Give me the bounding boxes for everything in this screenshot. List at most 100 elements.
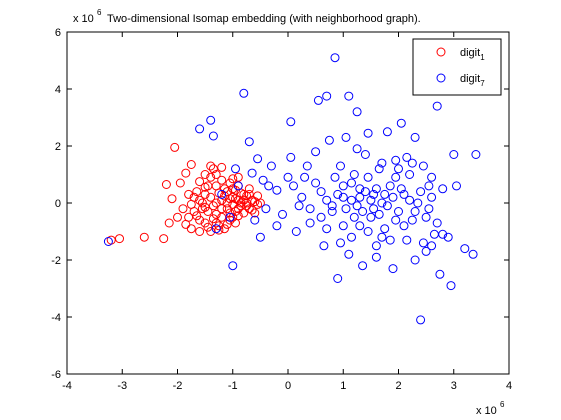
data-point (336, 238, 345, 248)
data-point (258, 175, 268, 185)
y-multiplier-base: x 10 (73, 13, 94, 25)
data-point (327, 207, 337, 216)
data-point (178, 204, 188, 214)
data-point (374, 164, 384, 174)
data-point (186, 199, 196, 209)
data-point (206, 115, 216, 125)
data-point (407, 215, 417, 225)
data-point (195, 195, 205, 205)
data-point (446, 281, 456, 291)
data-point (311, 147, 321, 157)
data-point (186, 224, 196, 234)
data-point (247, 205, 257, 215)
data-point (184, 189, 194, 199)
data-point (228, 184, 238, 194)
data-point (371, 241, 381, 251)
plot-area (103, 53, 481, 325)
data-point (228, 261, 238, 271)
legend: digit1 digit7 (412, 38, 502, 96)
y-multiplier: x 10 6 (73, 8, 102, 25)
data-point (385, 235, 395, 245)
data-point (286, 117, 296, 127)
data-point (231, 164, 240, 174)
data-point (305, 218, 315, 228)
x-tick-label: 1 (340, 380, 346, 392)
data-point (471, 150, 481, 159)
data-point (421, 212, 431, 222)
data-point (443, 232, 453, 242)
data-point (380, 189, 390, 199)
data-point (382, 127, 392, 137)
data-point (181, 219, 191, 229)
data-point (115, 234, 124, 244)
data-point (278, 209, 287, 219)
data-point (208, 201, 218, 211)
data-point (382, 201, 392, 211)
data-point (438, 184, 448, 194)
data-point (200, 189, 210, 199)
data-point (371, 252, 381, 262)
data-point (385, 181, 395, 191)
data-point (211, 198, 221, 208)
data-point (164, 218, 174, 228)
x-tick-label: 4 (506, 380, 512, 392)
data-point (272, 185, 282, 195)
data-point (468, 249, 478, 259)
x-tick-label: -1 (228, 380, 238, 392)
data-point (244, 137, 254, 147)
y-tick-label: -2 (51, 255, 61, 267)
legend-marker-digit1 (436, 47, 446, 57)
data-point (460, 244, 470, 254)
data-point (195, 227, 205, 236)
data-point (139, 232, 149, 242)
data-point (363, 227, 373, 236)
data-point (410, 255, 420, 265)
data-point (250, 215, 260, 225)
data-point (300, 172, 310, 182)
data-point (214, 221, 224, 231)
data-point (319, 241, 329, 251)
data-point (424, 181, 434, 191)
data-point (330, 53, 340, 63)
data-point (211, 170, 221, 179)
data-point (231, 218, 240, 228)
data-point (192, 187, 202, 197)
chart-title: Two-dimensional Isomap embedding (with n… (107, 13, 421, 25)
series-digit7 (103, 53, 481, 325)
data-point (170, 142, 180, 152)
data-point (208, 131, 218, 141)
data-point (377, 158, 387, 168)
data-point (427, 241, 437, 251)
data-point (233, 181, 243, 191)
data-point (347, 232, 356, 242)
data-point (358, 261, 368, 271)
data-point (399, 189, 409, 199)
y-tick-label: 4 (55, 84, 61, 96)
y-tick-label: -4 (51, 312, 61, 324)
data-point (217, 204, 227, 214)
data-point (369, 189, 379, 199)
data-point (264, 181, 274, 191)
data-point (402, 152, 412, 162)
data-point (358, 207, 368, 216)
data-point (355, 221, 365, 231)
data-point (208, 214, 218, 224)
data-point (391, 215, 401, 225)
data-point (394, 164, 403, 174)
data-point (380, 224, 390, 234)
data-point (186, 160, 196, 169)
data-point (247, 168, 257, 178)
data-point (103, 237, 113, 246)
data-point (289, 181, 298, 191)
legend-label-digit7: digit7 (460, 73, 485, 88)
data-point (161, 180, 171, 189)
data-point (416, 187, 426, 197)
data-point (233, 172, 243, 182)
data-point (435, 269, 445, 279)
data-point (311, 178, 321, 188)
data-point (449, 150, 459, 159)
x-tick-label: -3 (117, 380, 127, 392)
data-point (233, 204, 243, 214)
data-point (438, 229, 448, 239)
data-point (327, 201, 337, 211)
